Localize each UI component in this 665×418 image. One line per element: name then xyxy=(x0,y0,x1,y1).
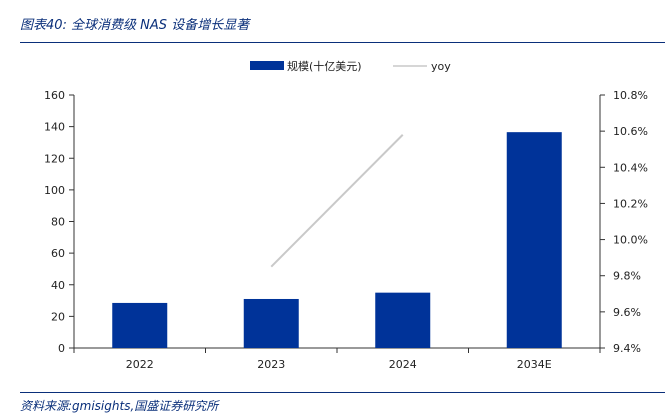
yoy-line xyxy=(270,134,404,268)
x-tick-label: 2023 xyxy=(257,358,285,371)
source-note: 资料来源:gmisights,国盛证券研究所 xyxy=(20,399,219,413)
yoy-line-series xyxy=(270,134,404,268)
left-tick-label: 40 xyxy=(51,279,65,292)
right-tick-label: 10.0% xyxy=(613,234,648,247)
right-tick-label: 10.2% xyxy=(613,197,648,210)
left-tick-label: 60 xyxy=(51,247,65,260)
bar-2023 xyxy=(243,298,299,348)
left-axis: 0 20 40 60 80 100 120 140 160 xyxy=(44,89,75,355)
legend-swatch-bar xyxy=(250,61,284,70)
x-axis: 2022 2023 2024 2034E xyxy=(73,347,601,371)
right-tick-label: 10.8% xyxy=(613,89,648,102)
right-tick-label: 9.4% xyxy=(613,342,641,355)
legend-label-line: yoy xyxy=(431,60,451,73)
bar-2024 xyxy=(375,292,431,348)
x-tick-label: 2034E xyxy=(517,358,552,371)
left-tick-label: 20 xyxy=(51,310,65,323)
left-tick-label: 120 xyxy=(44,152,65,165)
left-tick-label: 160 xyxy=(44,89,65,102)
source-divider xyxy=(20,392,665,393)
bars xyxy=(112,132,562,348)
right-axis: 9.4% 9.6% 9.8% 10.0% 10.2% 10.4% 10.6% 10.8% xyxy=(599,89,648,355)
right-tick-label: 9.8% xyxy=(613,270,641,283)
legend: 规模(十亿美元) yoy xyxy=(250,59,451,73)
right-tick-label: 10.6% xyxy=(613,125,648,138)
bar-2034E xyxy=(506,132,562,348)
x-tick-label: 2022 xyxy=(126,358,154,371)
legend-label-bar: 规模(十亿美元) xyxy=(287,59,362,73)
right-tick-label: 9.6% xyxy=(613,306,641,319)
right-tick-label: 10.4% xyxy=(613,161,648,174)
bar-2022 xyxy=(112,302,168,348)
figure-title: 图表40: 全球消费级 NAS 设备增长显著 xyxy=(20,18,250,33)
title-divider xyxy=(20,42,665,43)
left-tick-label: 80 xyxy=(51,216,65,229)
left-tick-label: 0 xyxy=(58,342,65,355)
left-tick-label: 100 xyxy=(44,184,65,197)
x-tick-label: 2024 xyxy=(389,358,417,371)
left-tick-label: 140 xyxy=(44,121,65,134)
